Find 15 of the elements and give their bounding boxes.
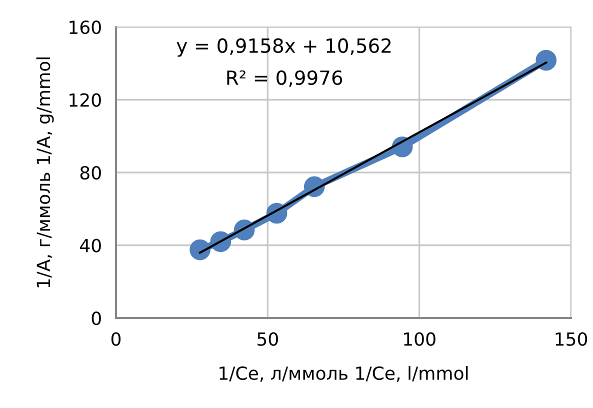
- point: [190, 239, 210, 260]
- y-tick-label: 120: [70, 93, 101, 107]
- x-tick-label: 50: [258, 332, 278, 346]
- x-tick-label: 0: [111, 332, 121, 346]
- y-axis-title: 1/A, г/ммоль 1/A, g/mmol: [36, 58, 54, 288]
- y-tick-label: 80: [80, 166, 101, 180]
- y-tick-label: 0: [92, 311, 101, 326]
- x-tick-label: 100: [404, 332, 436, 346]
- annotation: y = 0,9158x + 10,562: [176, 38, 391, 57]
- x-axis-title: 1/Ce, л/ммоль 1/Ce, l/mmol: [220, 366, 468, 382]
- point: [536, 50, 557, 71]
- y-tick-label: 160: [70, 20, 101, 34]
- x-tick-label: 150: [556, 332, 588, 346]
- y-tick-label: 40: [80, 238, 101, 252]
- annotation: R² = 0,9976: [227, 70, 342, 88]
